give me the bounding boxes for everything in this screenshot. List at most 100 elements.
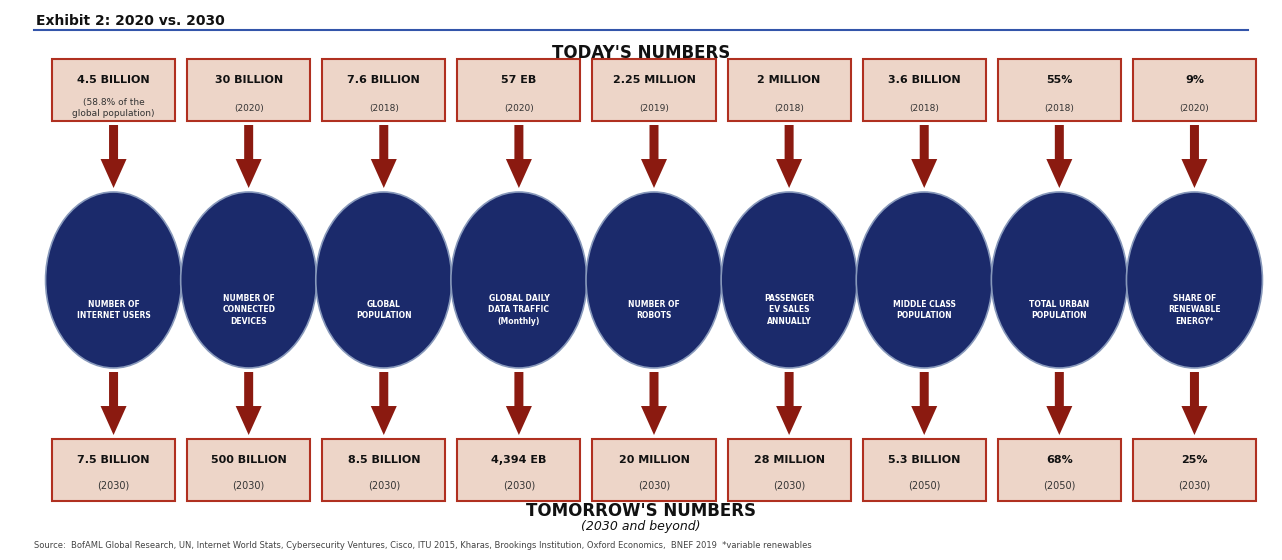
Text: (2018): (2018) xyxy=(369,104,399,113)
Ellipse shape xyxy=(586,192,722,368)
Ellipse shape xyxy=(315,192,451,368)
Polygon shape xyxy=(506,372,532,435)
Text: NUMBER OF
INTERNET USERS: NUMBER OF INTERNET USERS xyxy=(77,300,150,320)
FancyBboxPatch shape xyxy=(187,439,310,501)
Text: 4.5 BILLION: 4.5 BILLION xyxy=(77,75,150,85)
Polygon shape xyxy=(641,372,667,435)
Text: 8.5 BILLION: 8.5 BILLION xyxy=(347,455,420,465)
FancyBboxPatch shape xyxy=(1133,439,1256,501)
Text: 55%: 55% xyxy=(1046,75,1073,85)
FancyBboxPatch shape xyxy=(592,59,715,121)
Polygon shape xyxy=(912,125,937,188)
Circle shape xyxy=(626,234,682,290)
Polygon shape xyxy=(641,125,667,188)
Polygon shape xyxy=(100,372,127,435)
Polygon shape xyxy=(370,125,396,188)
Text: (2018): (2018) xyxy=(774,104,804,113)
FancyBboxPatch shape xyxy=(1133,59,1256,121)
FancyBboxPatch shape xyxy=(863,439,986,501)
FancyBboxPatch shape xyxy=(322,439,445,501)
Text: 25%: 25% xyxy=(1181,455,1208,465)
Text: Source:  BofAML Global Research, UN, Internet World Stats, Cybersecurity Venture: Source: BofAML Global Research, UN, Inte… xyxy=(35,541,812,550)
Text: TOMORROW'S NUMBERS: TOMORROW'S NUMBERS xyxy=(526,502,756,520)
FancyBboxPatch shape xyxy=(53,439,176,501)
Text: (2030): (2030) xyxy=(773,481,805,491)
Text: (2030): (2030) xyxy=(97,481,129,491)
Circle shape xyxy=(491,234,547,290)
Polygon shape xyxy=(1046,372,1072,435)
Text: (2018): (2018) xyxy=(1045,104,1074,113)
Polygon shape xyxy=(776,372,803,435)
Circle shape xyxy=(356,234,412,290)
Polygon shape xyxy=(1046,125,1072,188)
Text: TODAY'S NUMBERS: TODAY'S NUMBERS xyxy=(551,44,731,62)
Text: PASSENGER
EV SALES
ANNUALLY: PASSENGER EV SALES ANNUALLY xyxy=(764,295,814,325)
FancyBboxPatch shape xyxy=(997,439,1120,501)
Ellipse shape xyxy=(451,192,587,368)
Text: 7.5 BILLION: 7.5 BILLION xyxy=(77,455,150,465)
FancyBboxPatch shape xyxy=(997,59,1120,121)
Text: (2030): (2030) xyxy=(503,481,535,491)
Text: 68%: 68% xyxy=(1046,455,1073,465)
FancyBboxPatch shape xyxy=(458,59,581,121)
Circle shape xyxy=(1167,234,1223,290)
Polygon shape xyxy=(1182,372,1208,435)
Text: 20 MILLION: 20 MILLION xyxy=(618,455,690,465)
Text: Exhibit 2: 2020 vs. 2030: Exhibit 2: 2020 vs. 2030 xyxy=(36,14,224,28)
Text: NUMBER OF
ROBOTS: NUMBER OF ROBOTS xyxy=(628,300,679,320)
FancyBboxPatch shape xyxy=(187,59,310,121)
Text: (2018): (2018) xyxy=(909,104,940,113)
Circle shape xyxy=(896,234,953,290)
Text: (2030): (2030) xyxy=(232,481,265,491)
Polygon shape xyxy=(912,372,937,435)
Text: (2030): (2030) xyxy=(1178,481,1210,491)
Ellipse shape xyxy=(720,192,858,368)
Text: 5.3 BILLION: 5.3 BILLION xyxy=(888,455,960,465)
Text: 7.6 BILLION: 7.6 BILLION xyxy=(347,75,420,85)
Text: (2020): (2020) xyxy=(1179,104,1209,113)
Ellipse shape xyxy=(1127,192,1263,368)
Text: (2030 and beyond): (2030 and beyond) xyxy=(581,520,701,533)
Text: 2.25 MILLION: 2.25 MILLION xyxy=(613,75,695,85)
Text: (2020): (2020) xyxy=(233,104,264,113)
Text: (2050): (2050) xyxy=(908,481,941,491)
Ellipse shape xyxy=(991,192,1127,368)
FancyBboxPatch shape xyxy=(592,439,715,501)
FancyBboxPatch shape xyxy=(728,439,851,501)
Text: (2050): (2050) xyxy=(1044,481,1076,491)
Polygon shape xyxy=(506,125,532,188)
Text: 500 BILLION: 500 BILLION xyxy=(210,455,287,465)
Circle shape xyxy=(762,234,817,290)
Ellipse shape xyxy=(856,192,992,368)
Text: TOTAL URBAN
POPULATION: TOTAL URBAN POPULATION xyxy=(1029,300,1090,320)
Polygon shape xyxy=(1182,125,1208,188)
Text: 2 MILLION: 2 MILLION xyxy=(758,75,820,85)
Text: 3.6 BILLION: 3.6 BILLION xyxy=(888,75,960,85)
Text: 57 EB: 57 EB xyxy=(501,75,536,85)
Text: 28 MILLION: 28 MILLION xyxy=(754,455,824,465)
Text: 4,394 EB: 4,394 EB xyxy=(491,455,546,465)
Polygon shape xyxy=(776,125,803,188)
Text: (2030): (2030) xyxy=(368,481,400,491)
Text: GLOBAL DAILY
DATA TRAFFIC
(Monthly): GLOBAL DAILY DATA TRAFFIC (Monthly) xyxy=(488,295,550,325)
FancyBboxPatch shape xyxy=(728,59,851,121)
FancyBboxPatch shape xyxy=(53,59,176,121)
Circle shape xyxy=(1031,234,1087,290)
Text: (2019): (2019) xyxy=(638,104,669,113)
Text: NUMBER OF
CONNECTED
DEVICES: NUMBER OF CONNECTED DEVICES xyxy=(222,295,276,325)
Circle shape xyxy=(221,234,277,290)
Text: 30 BILLION: 30 BILLION xyxy=(214,75,283,85)
Polygon shape xyxy=(370,372,396,435)
Text: GLOBAL
POPULATION: GLOBAL POPULATION xyxy=(356,300,412,320)
Polygon shape xyxy=(236,372,262,435)
Ellipse shape xyxy=(46,192,182,368)
Text: SHARE OF
RENEWABLE
ENERGY*: SHARE OF RENEWABLE ENERGY* xyxy=(1168,295,1220,325)
Text: MIDDLE CLASS
POPULATION: MIDDLE CLASS POPULATION xyxy=(892,300,955,320)
Text: (2020): (2020) xyxy=(504,104,533,113)
Polygon shape xyxy=(236,125,262,188)
Circle shape xyxy=(86,234,141,290)
FancyBboxPatch shape xyxy=(458,439,581,501)
Text: (58.8% of the
global population): (58.8% of the global population) xyxy=(72,99,155,118)
Ellipse shape xyxy=(181,192,317,368)
FancyBboxPatch shape xyxy=(863,59,986,121)
